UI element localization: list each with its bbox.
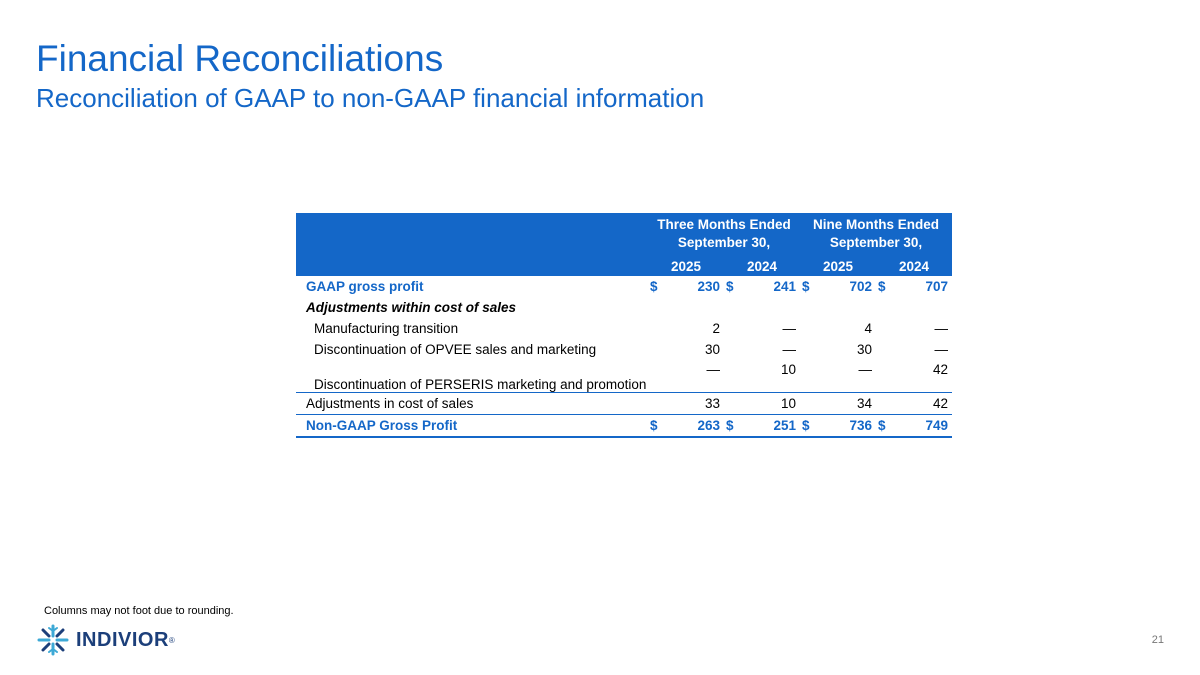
page-title: Financial Reconciliations: [36, 38, 444, 79]
cell-value: 4: [864, 321, 872, 336]
header-blank: [296, 213, 648, 256]
cell-value: 30: [856, 342, 872, 357]
row-adjustments-header: Adjustments within cost of sales: [296, 297, 952, 318]
cell-value: —: [934, 321, 949, 336]
row-manufacturing-transition: Manufacturing transition 2 — 4 —: [296, 318, 952, 339]
footnote: Columns may not foot due to rounding.: [44, 605, 234, 617]
cell-value: 702: [849, 279, 872, 294]
header-nine-months: Nine Months Ended September 30,: [800, 213, 952, 256]
cell-value: —: [782, 342, 797, 357]
cell-value: 2: [712, 321, 720, 336]
currency-symbol: $: [802, 279, 810, 294]
currency-symbol: $: [800, 414, 820, 438]
currency-symbol: $: [650, 279, 658, 294]
cell-value: 30: [704, 342, 720, 357]
year-header: 2024: [724, 256, 800, 276]
cell-value: 707: [925, 279, 948, 294]
year-header: 2024: [876, 256, 952, 276]
cell-value: 34: [820, 392, 876, 415]
currency-symbol: $: [876, 414, 896, 438]
section-label: Adjustments within cost of sales: [306, 300, 517, 315]
currency-symbol: $: [878, 279, 886, 294]
row-opvee: Discontinuation of OPVEE sales and marke…: [296, 339, 952, 360]
currency-symbol: $: [648, 414, 668, 438]
company-logo: INDIVIOR ®: [36, 622, 175, 658]
cell-value: 10: [780, 362, 796, 377]
cell-value: 241: [773, 279, 796, 294]
cell-value: 10: [744, 392, 800, 415]
cell-value: 42: [896, 392, 952, 415]
row-gaap-gross-profit: GAAP gross profit $ 230 $ 241 $ 702 $ 70…: [296, 276, 952, 297]
cell-value: 263: [668, 414, 724, 438]
cell-value: —: [706, 362, 721, 377]
cell-value: 33: [668, 392, 724, 415]
page-number: 21: [1151, 634, 1164, 646]
row-perseris: Discontinuation of PERSERIS marketing an…: [296, 360, 952, 393]
row-non-gaap-gross-profit: Non-GAAP Gross Profit $ 263 $ 251 $ 736 …: [296, 414, 952, 438]
cell-value: —: [782, 321, 797, 336]
indivior-snowflake-icon: [37, 624, 69, 656]
logo-wordmark: INDIVIOR: [76, 628, 169, 651]
cell-value: 230: [697, 279, 720, 294]
cell-value: 42: [932, 362, 948, 377]
row-label: Discontinuation of PERSERIS marketing an…: [314, 377, 647, 392]
logo-registered-mark: ®: [168, 635, 175, 645]
year-header: 2025: [800, 256, 876, 276]
header-three-months-line1: Three Months Ended: [657, 217, 791, 232]
row-label: Non-GAAP Gross Profit: [296, 414, 648, 438]
cell-value: 736: [820, 414, 876, 438]
header-three-months: Three Months Ended September 30,: [648, 213, 800, 256]
cell-value: —: [934, 342, 949, 357]
header-year-row: 2025 2024 2025 2024: [296, 256, 952, 276]
currency-symbol: $: [726, 279, 734, 294]
row-label: GAAP gross profit: [306, 279, 424, 294]
year-header: 2025: [648, 256, 724, 276]
page-subtitle: Reconciliation of GAAP to non-GAAP finan…: [36, 83, 705, 113]
header-three-months-line2: September 30,: [677, 235, 771, 250]
row-label: Adjustments in cost of sales: [296, 392, 648, 415]
cell-value: 251: [744, 414, 800, 438]
currency-symbol: $: [724, 414, 744, 438]
row-adjustments-total: Adjustments in cost of sales 33 10 34 42: [296, 392, 952, 415]
header-group-row: Three Months Ended September 30, Nine Mo…: [296, 213, 952, 256]
row-label: Manufacturing transition: [314, 321, 459, 336]
header-nine-months-line1: Nine Months Ended: [813, 217, 939, 232]
reconciliation-table: Three Months Ended September 30, Nine Mo…: [296, 213, 952, 438]
row-label: Discontinuation of OPVEE sales and marke…: [314, 342, 597, 357]
header-nine-months-line2: September 30,: [829, 235, 923, 250]
cell-value: 749: [896, 414, 952, 438]
cell-value: —: [858, 362, 873, 377]
